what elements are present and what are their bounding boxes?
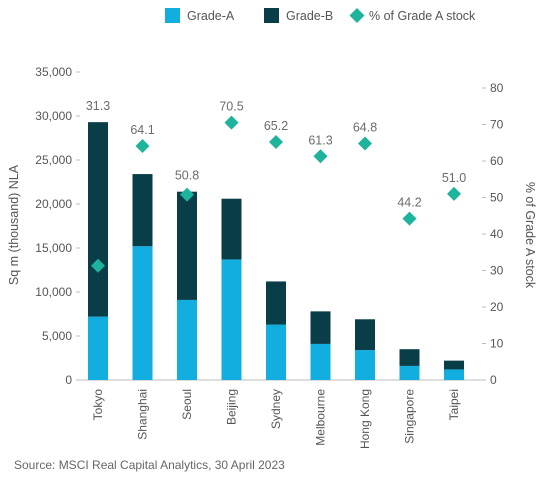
- y2-tick-label: 40: [490, 227, 504, 241]
- category-label: Sydney: [269, 389, 283, 429]
- bar-grade-b: [399, 349, 420, 366]
- y2-axis: 0 10 20 30 40 50 60 70 80: [482, 81, 504, 387]
- legend-label-grade-a: Grade-A: [187, 9, 235, 23]
- bar-grade-b: [177, 191, 197, 300]
- y-tick-label: 15,000: [35, 241, 72, 255]
- bar-grade-b: [88, 122, 108, 317]
- bar-grade-a: [266, 324, 286, 380]
- pct-point: [269, 135, 283, 150]
- pct-point: [180, 187, 194, 202]
- pct-points: 31.3 64.1 50.8 70.5 65.2 61.3 64.8 44.2 51.0: [86, 99, 466, 273]
- legend-label-grade-b: Grade-B: [286, 9, 333, 23]
- category-label: Beijing: [225, 389, 239, 425]
- pct-point: [135, 139, 150, 154]
- pct-point: [358, 136, 372, 151]
- pct-data-label: 70.5: [219, 100, 243, 114]
- y-tick-label: 25,000: [35, 153, 72, 167]
- bar-grade-a: [355, 350, 375, 380]
- category-label: Melbourne: [314, 389, 328, 446]
- pct-point: [224, 115, 239, 130]
- category-labels: Tokyo Shanghai Seoul Beijing Sydney Melbourne…: [91, 389, 461, 449]
- y2-tick-label: 0: [490, 373, 497, 387]
- bar-grade-a: [310, 343, 331, 380]
- legend-swatch-grade-a: [165, 8, 180, 23]
- bar-grade-a: [399, 365, 420, 380]
- legend-label-pct-grade-a: % of Grade A stock: [369, 9, 476, 23]
- source-note: Source: MSCI Real Capital Analytics, 30 …: [14, 458, 285, 472]
- category-label: Hong Kong: [358, 389, 372, 449]
- legend-marker-pct-grade-a: [349, 8, 365, 23]
- y2-axis-title: % of Grade A stock: [523, 182, 537, 289]
- pct-data-label: 50.8: [175, 169, 199, 183]
- pct-data-label: 44.2: [397, 196, 421, 210]
- pct-point: [313, 149, 328, 164]
- category-label: Taipei: [447, 389, 461, 420]
- y-tick-label: 0: [65, 373, 72, 387]
- y-tick-label: 20,000: [35, 197, 72, 211]
- bar-grade-a: [177, 299, 197, 380]
- pct-data-label: 51.0: [442, 171, 466, 185]
- y2-tick-label: 30: [490, 264, 504, 278]
- bar-grade-a: [444, 369, 464, 380]
- category-label: Seoul: [180, 389, 194, 420]
- bar-grade-b: [266, 281, 286, 325]
- category-label: Singapore: [403, 389, 417, 444]
- pct-point: [447, 186, 461, 201]
- legend: Grade-A Grade-B % of Grade A stock: [165, 8, 476, 23]
- bar-grade-b: [355, 319, 375, 351]
- pct-data-label: 64.8: [353, 120, 377, 134]
- pct-point: [91, 258, 105, 273]
- y2-tick-label: 50: [490, 191, 504, 205]
- bar-grade-a: [88, 316, 108, 380]
- bar-grade-b: [444, 360, 464, 370]
- bar-grade-b: [221, 198, 242, 260]
- pct-data-label: 31.3: [86, 99, 110, 113]
- y-axis-title: Sq m (thousand) NLA: [7, 164, 21, 285]
- y2-tick-label: 80: [490, 81, 504, 95]
- pct-data-label: 61.3: [308, 133, 332, 147]
- pct-data-label: 64.1: [130, 123, 154, 137]
- legend-swatch-grade-b: [264, 8, 279, 23]
- y-tick-label: 10,000: [35, 285, 72, 299]
- y2-tick-label: 10: [490, 337, 504, 351]
- bar-grade-a: [221, 259, 242, 380]
- bar-grade-a: [132, 246, 153, 380]
- y-axis: 0 5,000 10,000 15,000 20,000 25,000 30,000 35,0…: [35, 65, 80, 387]
- y-tick-label: 30,000: [35, 109, 72, 123]
- bars: [88, 122, 464, 380]
- y2-tick-label: 20: [490, 300, 504, 314]
- y2-tick-label: 70: [490, 118, 504, 132]
- category-label: Tokyo: [91, 389, 105, 421]
- pct-data-label: 65.2: [264, 119, 288, 133]
- bar-grade-b: [310, 311, 331, 344]
- y-tick-label: 35,000: [35, 65, 72, 79]
- bar-grade-b: [132, 174, 153, 247]
- category-label: Shanghai: [136, 389, 150, 440]
- y2-tick-label: 60: [490, 154, 504, 168]
- pct-point: [402, 211, 417, 226]
- y-tick-label: 5,000: [42, 329, 72, 343]
